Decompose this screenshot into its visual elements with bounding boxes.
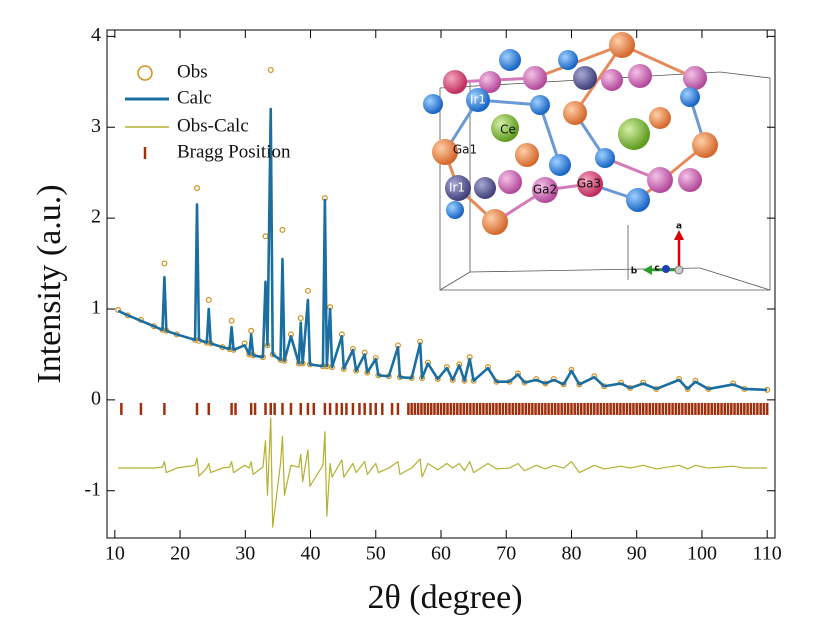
x-tick-label: 40 (301, 543, 321, 565)
inset-background (438, 52, 778, 293)
x-tick-label: 20 (170, 543, 190, 565)
legend-label: Calc (177, 87, 212, 108)
inset-label: Ga2 (533, 183, 557, 197)
obs-point (640, 379, 647, 386)
legend-label: Obs (177, 61, 208, 82)
inset-label: b (631, 267, 638, 277)
x-axis-label: 2θ (degree) (367, 579, 522, 616)
obs-point (297, 315, 304, 322)
series-line (118, 417, 768, 528)
obs-point (550, 375, 557, 382)
y-tick-label: 4 (91, 24, 101, 46)
obs-point (228, 317, 235, 324)
obs-point (248, 327, 255, 334)
inset-label: Ir1 (449, 181, 465, 195)
legend-symbol (137, 65, 153, 81)
x-tick-label: 110 (753, 543, 782, 565)
obs-point (194, 185, 201, 192)
y-tick-label: 0 (91, 387, 101, 409)
obs-point (304, 287, 311, 294)
atoms (423, 32, 718, 235)
legend-label: Bragg Position (177, 141, 291, 162)
inset-label: c (654, 264, 659, 274)
inset-label: Ga3 (577, 177, 601, 191)
obs-point (262, 233, 269, 240)
y-tick-label: 2 (91, 206, 101, 228)
y-axis-label: Intensity (a.u.) (31, 184, 68, 383)
inset-label: Ga1 (453, 143, 477, 157)
legend-label: Obs-Calc (177, 115, 249, 136)
x-tick-label: 50 (366, 543, 386, 565)
obs-point (115, 306, 122, 313)
obs-point (279, 226, 286, 233)
obs-point (205, 296, 212, 303)
x-tick-label: 10 (105, 543, 125, 565)
obs-point (684, 385, 691, 392)
y-tick-label: -1 (84, 478, 101, 500)
inset-label: Ce (500, 123, 516, 137)
y-tick-label: 1 (91, 297, 101, 319)
inset-label: Ir1 (470, 93, 486, 107)
obs-point (267, 66, 274, 73)
axis-triad (643, 230, 684, 275)
obs-point (161, 260, 168, 267)
crystal-structure-inset: Ir1 Ce Ga1 Ir1 Ga2 Ga3 a b c (423, 32, 778, 293)
inset-label: a (676, 222, 682, 232)
x-tick-label: 70 (496, 543, 516, 565)
x-tick-label: 60 (431, 543, 451, 565)
x-tick-label: 90 (627, 543, 647, 565)
obs-point (533, 375, 540, 382)
y-tick-label: 3 (91, 115, 101, 137)
x-tick-label: 100 (687, 543, 717, 565)
obs-point (730, 380, 737, 387)
x-tick-label: 80 (561, 543, 581, 565)
series-line (117, 107, 768, 392)
x-tick-label: 30 (235, 543, 255, 565)
